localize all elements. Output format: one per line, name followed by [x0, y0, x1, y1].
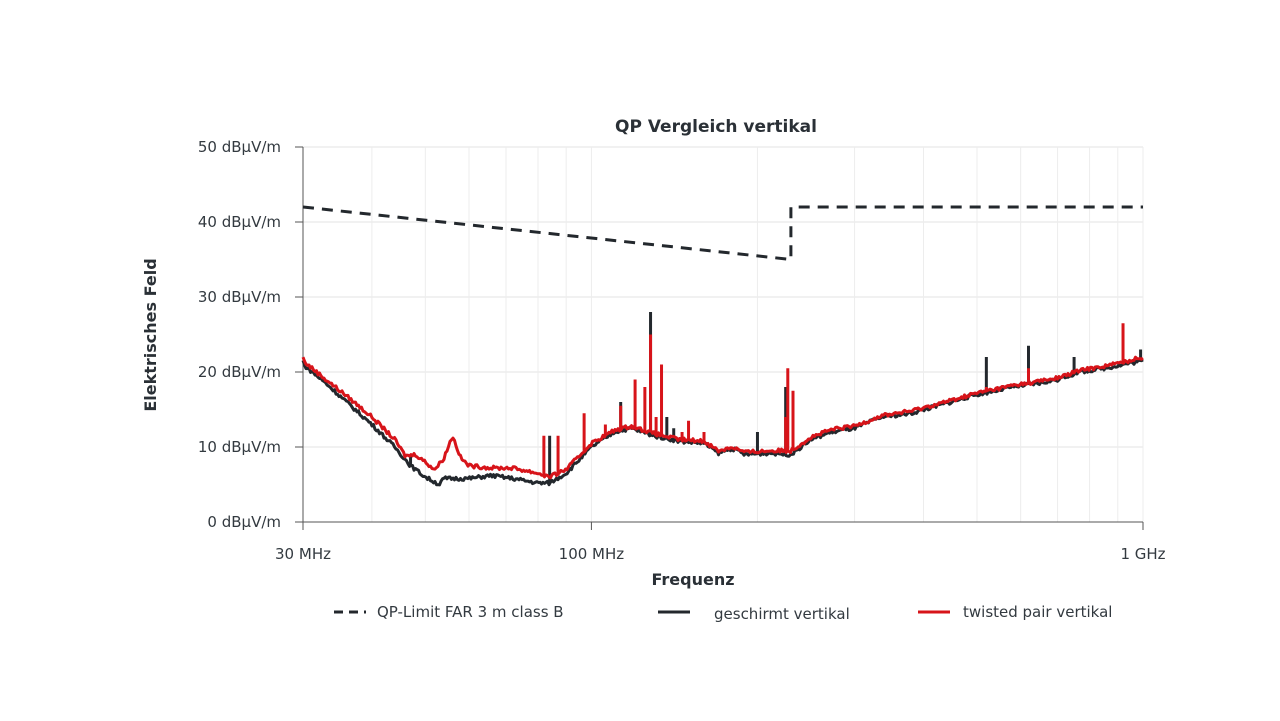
y-tick-label: 20 dBµV/m	[198, 363, 281, 381]
x-tick-label: 100 MHz	[559, 545, 625, 563]
legend-item-geschirmt: geschirmt vertikal	[658, 605, 850, 623]
x-axis-label: Frequenz	[651, 570, 734, 589]
y-ticks: 0 dBµV/m 10 dBµV/m 20 dBµV/m 30 dBµV/m 40 dB…	[198, 138, 303, 531]
x-ticks: 30 MHz 100 MHz 1 GHz	[275, 522, 1166, 563]
legend-label-twisted-pair: twisted pair vertikal	[963, 603, 1112, 621]
legend-label-geschirmt: geschirmt vertikal	[714, 605, 850, 623]
y-tick-label: 0 dBµV/m	[207, 513, 281, 531]
grid	[303, 146, 1144, 522]
y-tick-label: 50 dBµV/m	[198, 138, 281, 156]
legend-item-twisted-pair: twisted pair vertikal	[918, 603, 1112, 621]
series-twisted-pair-vertikal	[301, 323, 1144, 480]
y-tick-label: 10 dBµV/m	[198, 438, 281, 456]
axes	[302, 147, 1143, 523]
chart-title: QP Vergleich vertikal	[615, 117, 817, 137]
y-tick-label: 30 dBµV/m	[198, 288, 281, 306]
legend: QP-Limit FAR 3 m class B geschirmt verti…	[334, 603, 1112, 623]
y-axis-label: Elektrisches Feld	[141, 258, 160, 411]
legend-label-limit: QP-Limit FAR 3 m class B	[377, 603, 564, 621]
series-group	[301, 205, 1144, 487]
legend-item-limit: QP-Limit FAR 3 m class B	[334, 603, 564, 621]
series-qp-limit-far-3-m-class-b	[302, 205, 1143, 262]
trace-line	[301, 355, 1144, 480]
x-tick-label: 30 MHz	[275, 545, 331, 563]
series-geschirmt-vertikal	[301, 312, 1144, 487]
x-tick-label: 1 GHz	[1120, 545, 1165, 563]
y-tick-label: 40 dBµV/m	[198, 213, 281, 231]
limit-line	[302, 205, 1143, 262]
